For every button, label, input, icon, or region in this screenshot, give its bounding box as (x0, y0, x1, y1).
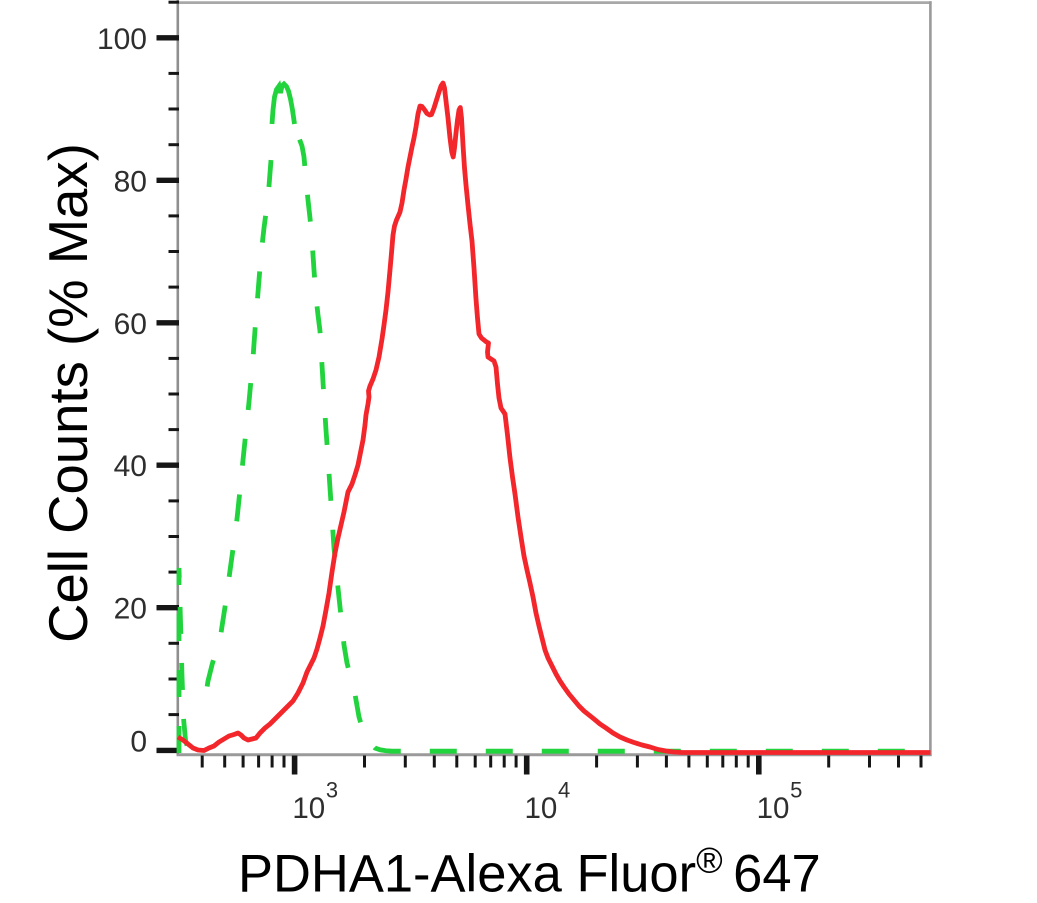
svg-text:PDHA1-Alexa Fluor® 647: PDHA1-Alexa Fluor® 647 (238, 840, 821, 903)
svg-text:60: 60 (114, 308, 147, 341)
svg-text:5: 5 (790, 778, 802, 803)
svg-text:4: 4 (558, 778, 570, 803)
svg-text:100: 100 (97, 23, 147, 56)
svg-text:40: 40 (114, 450, 147, 483)
svg-text:0: 0 (130, 726, 147, 759)
svg-text:80: 80 (114, 165, 147, 198)
svg-text:20: 20 (114, 593, 147, 626)
svg-text:10: 10 (757, 792, 790, 825)
svg-text:10: 10 (292, 792, 325, 825)
svg-text:10: 10 (525, 792, 558, 825)
svg-text:Cell Counts (% Max): Cell Counts (% Max) (38, 143, 99, 643)
svg-text:3: 3 (326, 778, 338, 803)
